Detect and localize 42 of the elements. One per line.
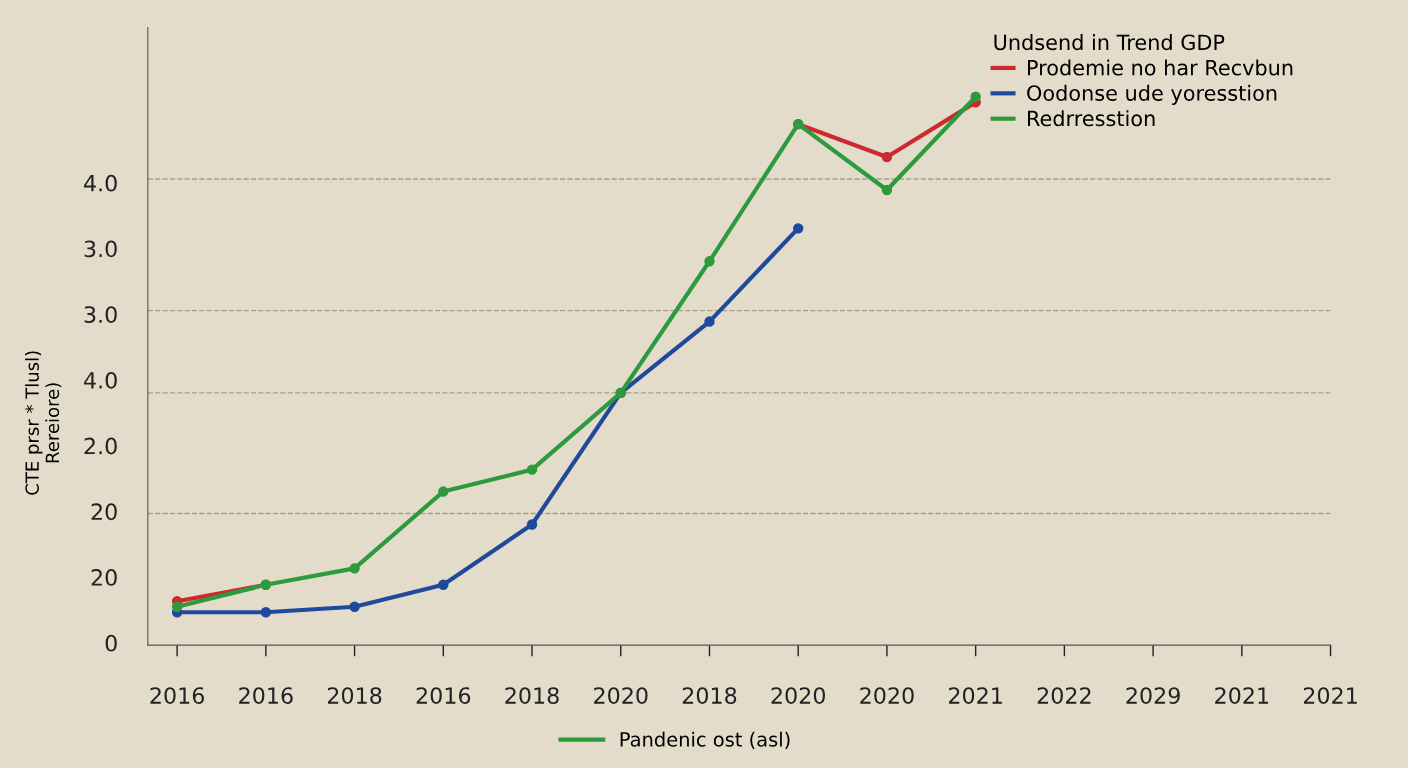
text: 0 (105, 634, 117, 652)
x-tick-label: 2018 (505, 687, 559, 704)
legend-label: Redrresstion (1028, 110, 1155, 127)
text: 4.0 (84, 371, 117, 389)
x-tick-label: 2029 (1126, 687, 1180, 704)
text: 20 (91, 569, 117, 586)
x-tick-label: 2020 (594, 687, 648, 704)
point (349, 601, 360, 612)
x-axis-title: Pandenic ost (asl) (620, 731, 790, 750)
text: 3.0 (84, 306, 117, 323)
point (704, 316, 715, 327)
text: 2.0 (84, 437, 117, 455)
point (260, 607, 272, 618)
x-tick-label: 2016 (416, 687, 471, 704)
text: 4.0 (84, 174, 117, 192)
legend-label: Oodonse ude yoresstion (1027, 84, 1277, 105)
x-tick-label: 2021 (949, 687, 1002, 704)
legend-label: Prodemie no har Recvbun (1028, 59, 1293, 76)
x-tick-label: 2021 (1303, 687, 1357, 704)
point (438, 579, 449, 591)
point (881, 151, 893, 163)
point (526, 464, 538, 475)
x-tick-label: 2016 (239, 687, 293, 704)
point (792, 223, 804, 234)
x-tick-label: 2020 (860, 687, 914, 704)
point (881, 184, 893, 196)
x-tick-label: 2022 (1037, 687, 1091, 704)
point (970, 91, 981, 102)
text: 3.0 (84, 240, 117, 258)
y-axis-title: CTE prsr * Tlusl) Rereiore) (24, 351, 62, 495)
x-tick-label: 2020 (771, 687, 825, 704)
x-tick-label: 2016 (150, 687, 204, 704)
x-tick-label: 2018 (327, 687, 382, 704)
legend-title: Undsend in Trend GDP (994, 34, 1225, 51)
point (349, 563, 360, 574)
text: 20 (91, 503, 117, 521)
point (704, 256, 715, 267)
x-tick-label: 2021 (1215, 687, 1269, 704)
point (526, 519, 538, 530)
point (171, 601, 183, 612)
x-tick-label: 2018 (682, 687, 737, 704)
point (438, 486, 449, 497)
